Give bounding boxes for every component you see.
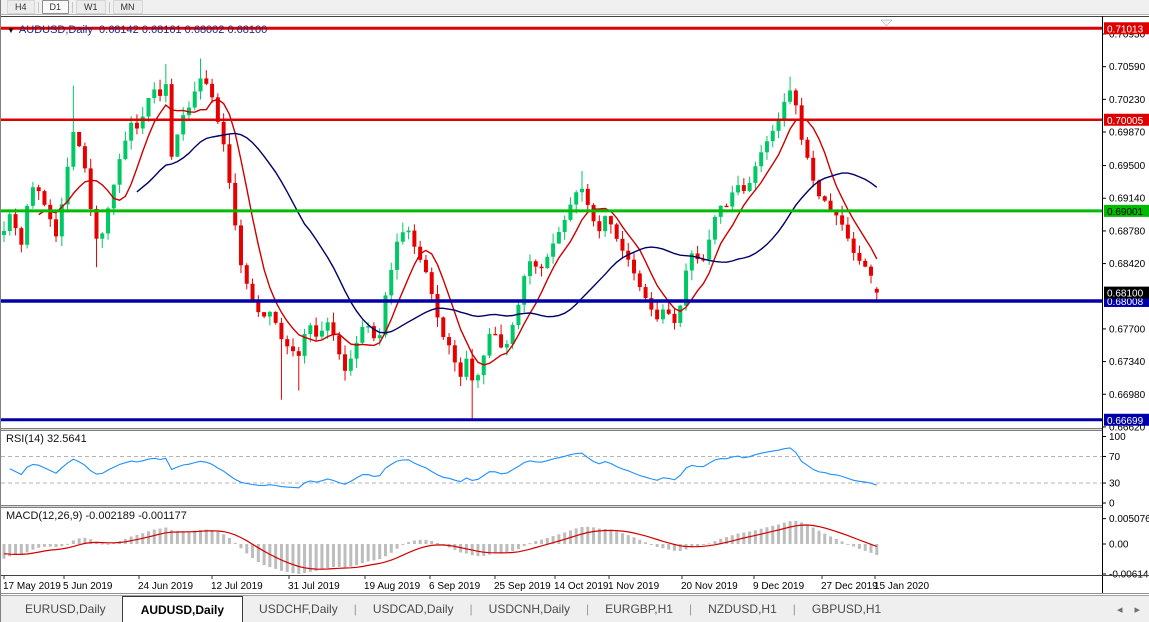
tab-usdcnh-daily[interactable]: USDCNH,Daily	[488, 602, 571, 616]
svg-text:6 Sep 2019: 6 Sep 2019	[429, 581, 481, 592]
svg-text:1 Nov 2019: 1 Nov 2019	[608, 581, 660, 592]
timeframe-button-MN[interactable]: MN	[112, 0, 143, 14]
svg-text:9 Dec 2019: 9 Dec 2019	[753, 581, 805, 592]
svg-text:19 Aug 2019: 19 Aug 2019	[364, 581, 421, 592]
tab-gbpusd-h1[interactable]: GBPUSD,H1	[811, 602, 882, 616]
svg-text:24 Jun 2019: 24 Jun 2019	[138, 581, 193, 592]
svg-text:0.70950: 0.70950	[1109, 30, 1146, 41]
tab-scroll-arrows: ◂ ▸	[1117, 603, 1140, 616]
symbol-dropdown-icon[interactable]: ▼	[7, 26, 15, 35]
svg-text:0.68780: 0.68780	[1109, 226, 1146, 237]
svg-text:0.69001: 0.69001	[1107, 207, 1144, 218]
svg-text:0.71013: 0.71013	[1107, 24, 1144, 35]
shift-marker-icon	[880, 19, 893, 27]
macd-signal-line	[3, 524, 878, 570]
tab-eurgbp-h1[interactable]: EURGBP,H1	[605, 602, 673, 616]
macd-values: -0.002189 -0.001177	[85, 510, 187, 522]
svg-text:27 Dec 2019: 27 Dec 2019	[821, 581, 878, 592]
chart-title: ▼ AUDUSD,Daily 0.68142 0.68161 0.68002 0.…	[7, 24, 267, 36]
svg-text:0.70590: 0.70590	[1109, 62, 1146, 73]
toolbar-separator	[72, 1, 74, 13]
tab-separator: |	[792, 602, 796, 616]
tab-scroll-left-icon[interactable]: ◂	[1116, 603, 1123, 616]
timeframe-button-W1[interactable]: W1	[76, 0, 106, 14]
fast-ma-line	[38, 98, 878, 366]
rsi-value: 32.5641	[46, 433, 87, 445]
timeframe-button-D1[interactable]: D1	[41, 0, 70, 14]
tab-eurusd-daily[interactable]: EURUSD,Daily	[25, 602, 106, 616]
svg-text:31 Jul 2019: 31 Jul 2019	[288, 581, 340, 592]
svg-text:0.66620: 0.66620	[1109, 422, 1146, 433]
tab-audusd-daily[interactable]: AUDUSD,Daily	[121, 596, 244, 622]
price-level-label: 0.69001	[1104, 204, 1149, 218]
ohlc-readout: 0.68142 0.68161 0.68002 0.68100	[99, 24, 268, 36]
toolbar-separator	[37, 1, 39, 13]
svg-text:20 Nov 2019: 20 Nov 2019	[681, 581, 738, 592]
symbol-tab-bar: EURUSD,Daily AUDUSD,Daily USDCHF,Daily | USD…	[1, 595, 1149, 622]
svg-text:0.68420: 0.68420	[1109, 259, 1146, 270]
tab-scroll-right-icon[interactable]: ▸	[1134, 603, 1140, 616]
svg-text:0.70005: 0.70005	[1107, 116, 1144, 127]
svg-text:0.00: 0.00	[1109, 540, 1129, 551]
macd-name: MACD(12,26,9)	[6, 510, 83, 522]
rsi-pane[interactable]: 100 70 30 0	[1, 432, 1126, 510]
price-level-label: 0.68100	[1104, 286, 1149, 300]
svg-text:0.66980: 0.66980	[1109, 390, 1146, 401]
svg-text:17 May 2019: 17 May 2019	[3, 581, 61, 592]
symbol-tabs: EURUSD,Daily AUDUSD,Daily USDCHF,Daily | USD…	[1, 596, 897, 622]
slow-ma-line	[136, 132, 878, 334]
tab-usdchf-daily[interactable]: USDCHF,Daily	[259, 602, 338, 616]
svg-text:0.69140: 0.69140	[1109, 194, 1146, 205]
price-axis: 0.70950 0.70590 0.70230 0.69870 0.69500 0.691…	[1102, 30, 1146, 433]
svg-text:30: 30	[1109, 479, 1121, 490]
svg-text:0: 0	[1109, 499, 1115, 510]
timeframe-toolbar: H4 D1 W1 MN	[1, 0, 1149, 15]
rsi-pane-label: RSI(14) 32.5641	[6, 433, 87, 445]
tab-separator: |	[469, 602, 473, 616]
svg-text:0.67340: 0.67340	[1109, 357, 1146, 368]
timeframe-button-H4[interactable]: H4	[7, 0, 35, 14]
svg-text:0.69500: 0.69500	[1109, 161, 1146, 172]
macd-pane-label: MACD(12,26,9) -0.002189 -0.001177	[6, 510, 187, 522]
svg-text:0.005076: 0.005076	[1109, 514, 1149, 525]
svg-text:0.67700: 0.67700	[1109, 324, 1146, 335]
toolbar-separator	[108, 1, 110, 13]
symbol-period-label: AUDUSD,Daily	[18, 24, 93, 36]
svg-text:0.68008: 0.68008	[1107, 297, 1144, 308]
svg-text:12 Jul 2019: 12 Jul 2019	[211, 581, 263, 592]
svg-text:0.69870: 0.69870	[1109, 128, 1146, 139]
price-level-label: 0.66699	[1104, 413, 1149, 427]
svg-text:15 Jan 2020: 15 Jan 2020	[874, 581, 929, 592]
svg-text:25 Sep 2019: 25 Sep 2019	[494, 581, 551, 592]
tab-separator: |	[586, 602, 590, 616]
tab-usdcad-daily[interactable]: USDCAD,Daily	[372, 602, 454, 616]
svg-text:5 Jun 2019: 5 Jun 2019	[63, 581, 113, 592]
price-level-label: 0.70005	[1104, 113, 1149, 127]
svg-text:14 Oct 2019: 14 Oct 2019	[554, 581, 609, 592]
svg-text:70: 70	[1109, 452, 1121, 463]
date-axis: 17 May 2019 5 Jun 2019 24 Jun 2019 12 Jul 2…	[3, 576, 929, 592]
svg-text:100: 100	[1109, 432, 1126, 443]
svg-text:0.68100: 0.68100	[1107, 289, 1144, 300]
rsi-line	[9, 447, 877, 489]
svg-text:0.66699: 0.66699	[1107, 416, 1144, 427]
tab-separator: |	[688, 602, 693, 616]
tab-separator: |	[353, 602, 357, 616]
price-level-label: 0.71013	[1104, 22, 1149, 35]
tab-nzdusd-h1[interactable]: NZDUSD,H1	[708, 602, 777, 616]
rsi-name: RSI(14)	[6, 433, 44, 445]
svg-text:0.70230: 0.70230	[1109, 95, 1146, 106]
